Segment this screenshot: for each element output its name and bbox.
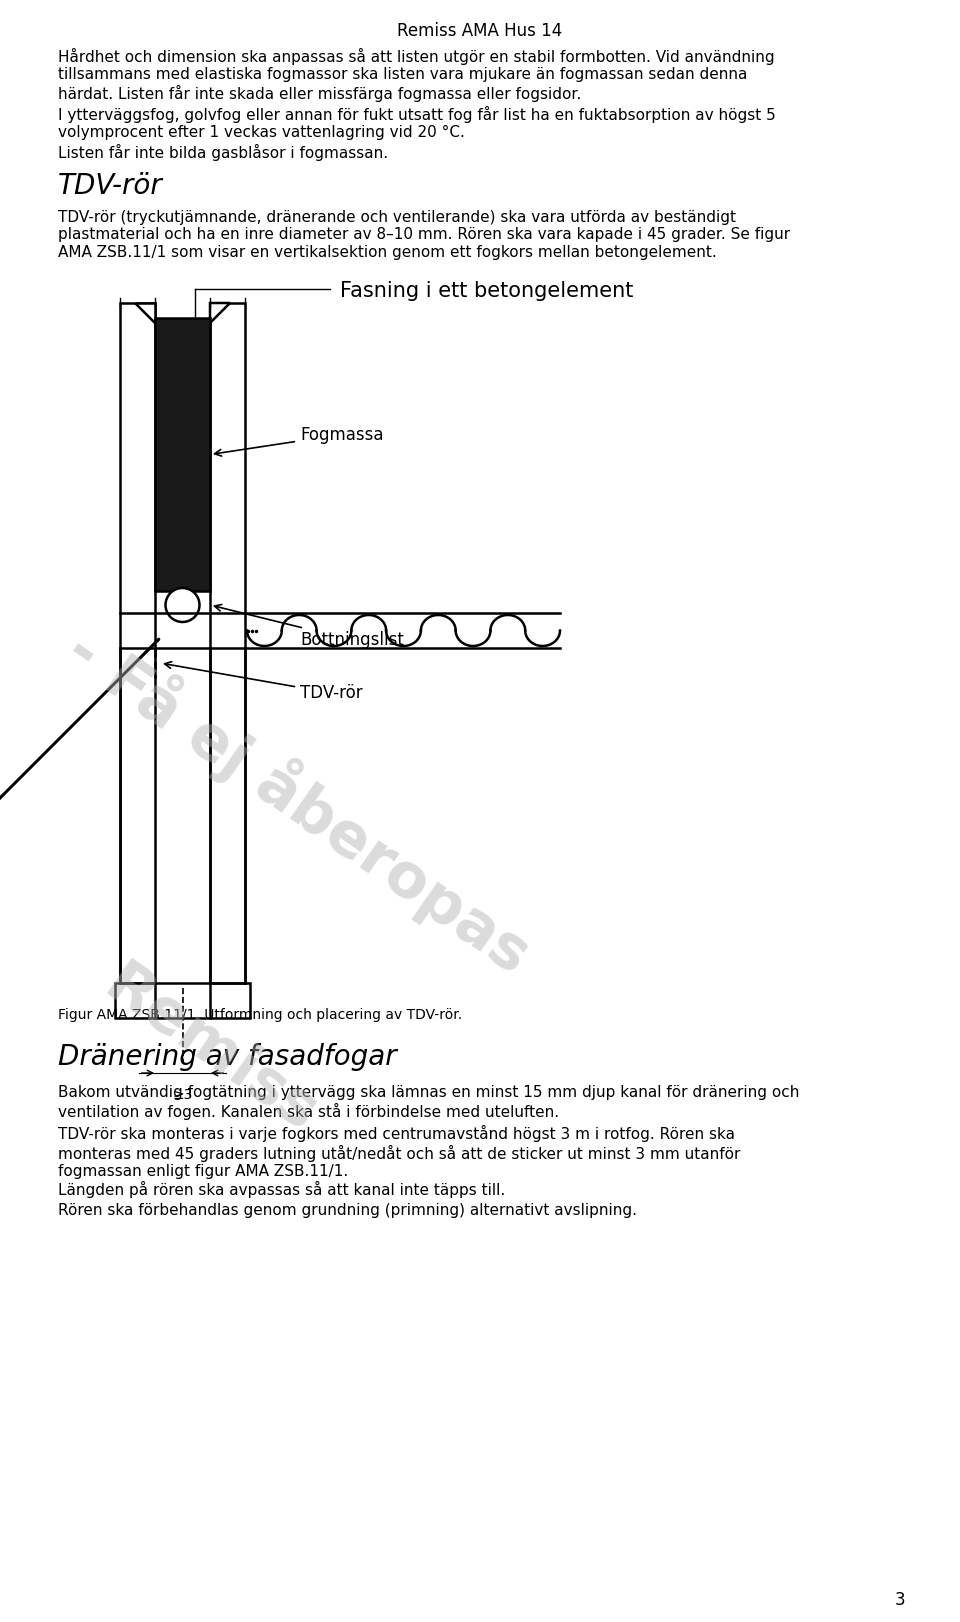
Text: TDV-rör: TDV-rör (164, 662, 363, 702)
Circle shape (165, 589, 200, 621)
Text: 3: 3 (895, 1591, 905, 1609)
Text: Längden på rören ska avpassas så att kanal inte täpps till.: Längden på rören ska avpassas så att kan… (58, 1181, 505, 1199)
Polygon shape (210, 303, 230, 323)
Text: Rören ska förbehandlas genom grundning (primning) alternativt avslipning.: Rören ska förbehandlas genom grundning (… (58, 1204, 637, 1218)
Text: Figur AMA ZSB.11/1. Utformning och placering av TDV-rör.: Figur AMA ZSB.11/1. Utformning och place… (58, 1007, 462, 1022)
Text: Hårdhet och dimension ska anpassas så att listen utgör en stabil formbotten. Vid: Hårdhet och dimension ska anpassas så at… (58, 49, 775, 102)
Text: Remiss AMA Hus 14: Remiss AMA Hus 14 (397, 23, 563, 41)
Text: Fasning i ett betongelement: Fasning i ett betongelement (340, 281, 634, 302)
Text: - Få ej åberopas: - Få ej åberopas (56, 615, 544, 985)
Polygon shape (135, 303, 155, 323)
Text: Remiss: Remiss (92, 955, 327, 1145)
Text: ≥3: ≥3 (172, 1088, 193, 1101)
Polygon shape (0, 639, 158, 813)
Text: Dränering av fasadfogar: Dränering av fasadfogar (58, 1043, 396, 1071)
Text: I ytterväggsfog, golvfog eller annan för fukt utsatt fog får list ha en fuktabso: I ytterväggsfog, golvfog eller annan för… (58, 105, 776, 141)
Text: TDV-rör ska monteras i varje fogkors med centrumavstånd högst 3 m i rotfog. Röre: TDV-rör ska monteras i varje fogkors med… (58, 1126, 740, 1179)
Text: Fogmassa: Fogmassa (215, 425, 383, 456)
Text: TDV-rör: TDV-rör (58, 172, 163, 200)
Text: Listen får inte bilda gasblåsor i fogmassan.: Listen får inte bilda gasblåsor i fogmas… (58, 144, 388, 161)
Text: TDV-rör (tryckutjämnande, dränerande och ventilerande) ska vara utförda av bestä: TDV-rör (tryckutjämnande, dränerande och… (58, 209, 790, 260)
Polygon shape (155, 318, 210, 590)
Text: Bottningslist: Bottningslist (214, 605, 404, 649)
Text: Bakom utvändig fogtätning i yttervägg ska lämnas en minst 15 mm djup kanal för d: Bakom utvändig fogtätning i yttervägg sk… (58, 1085, 800, 1119)
